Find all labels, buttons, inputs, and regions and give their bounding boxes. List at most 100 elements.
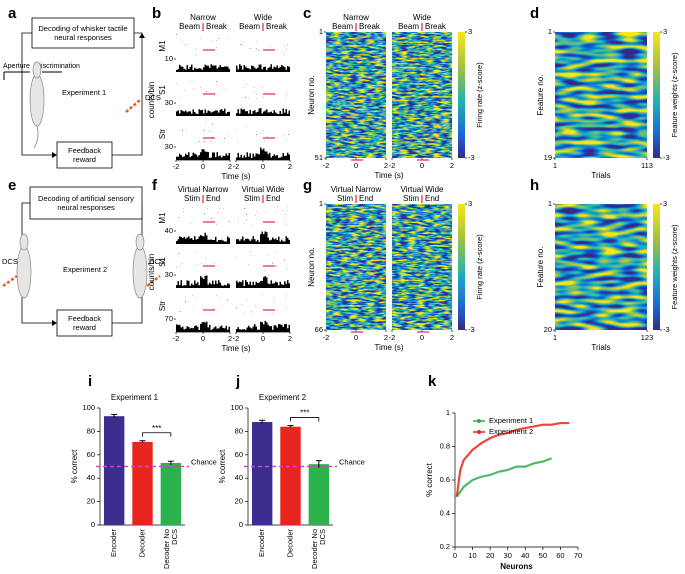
rat-head: [19, 233, 29, 251]
raster: [236, 206, 290, 227]
dcs-electrode: [125, 99, 141, 113]
y-axis-label: Feature no.: [536, 247, 545, 288]
column-event: End: [425, 194, 439, 203]
dcs-electrode: [2, 274, 18, 288]
diagram-a: a Decoding of whisker tactile neural res…: [3, 5, 161, 169]
colorbar-label: Feature weights (z-score): [670, 52, 679, 138]
y-axis-label: Feature no.: [536, 75, 545, 116]
significance-label: ***: [300, 409, 309, 418]
raster: [176, 250, 230, 271]
x-tick-label: 70: [574, 551, 582, 560]
decoder-text: Decoding of artificial sensory neural re…: [38, 194, 134, 212]
y-tick-label: 80: [235, 426, 243, 435]
x-tick-label: 0: [354, 333, 358, 342]
y-axis-label: % correct: [70, 449, 79, 484]
legend-label: Experiment 1: [489, 416, 533, 425]
x-tick-label: 0: [261, 162, 265, 171]
histogram: [236, 108, 290, 116]
rat-tail: [33, 125, 39, 149]
y-axis-label: Neuron no.: [307, 247, 316, 287]
category-label: Decoder No DCS: [309, 529, 327, 570]
y-tick-label: 66: [315, 325, 323, 334]
rat-body: [132, 245, 148, 299]
column-event: Break: [206, 22, 228, 31]
reference-label: Chance: [339, 457, 365, 466]
x-tick-label: 2: [228, 334, 232, 343]
raster: [236, 122, 290, 143]
column-title: Virtual Wide: [401, 185, 445, 194]
category-label: Decoder: [285, 529, 295, 558]
y-tick-label: 40: [235, 473, 243, 482]
histogram: [236, 64, 290, 72]
region-label: M1: [158, 40, 167, 52]
x-tick-label: 0: [420, 333, 424, 342]
diagram-e: e Decoding of artificial sensory neural …: [2, 177, 165, 337]
histogram: [236, 231, 290, 244]
x-tick-label: 0: [354, 161, 358, 170]
decoder-text-box: Decoding of artificial sensory neural re…: [38, 194, 134, 212]
x-tick-label: 0: [201, 334, 205, 343]
feedback-text-box: Feedback reward: [68, 314, 101, 332]
x-axis-label: Trials: [591, 171, 610, 180]
column-event: Break: [266, 22, 288, 31]
loop: [21, 202, 143, 324]
rat-body: [16, 245, 32, 299]
heatmap: [326, 32, 386, 158]
y-tick-label: 1: [319, 27, 323, 36]
x-tick-label: 1: [553, 161, 557, 170]
y-tick-label: 19: [544, 153, 552, 162]
column-event: Break: [425, 22, 447, 31]
x-tick-label: 2: [384, 333, 388, 342]
significance-label: ***: [152, 424, 161, 433]
y-tick-label: 20: [87, 497, 95, 506]
x-tick-label: 0: [453, 551, 457, 560]
category-label: Encoder: [256, 529, 266, 557]
raster: [236, 34, 290, 55]
y-tick-label: 51: [315, 153, 323, 162]
raster: [236, 78, 290, 99]
dcs-label: DCS: [145, 93, 161, 102]
column-title: Virtual Narrow: [331, 185, 382, 194]
heatmap: [555, 204, 647, 330]
panel-label: c: [303, 5, 311, 22]
histogram: [236, 276, 290, 288]
colorbar-tick-label: 3: [663, 199, 667, 208]
colorbar-label: Feature weights (z-score): [670, 224, 679, 310]
series-line: [455, 457, 553, 498]
x-tick-label: 30: [504, 551, 512, 560]
x-axis-label: Time (s): [374, 171, 403, 180]
histogram: [176, 275, 230, 288]
feedback-box: [56, 141, 113, 169]
x-tick-label: 1: [553, 333, 557, 342]
panel-label: h: [530, 177, 539, 194]
dcs-label: DCS: [2, 257, 18, 266]
histogram: [176, 232, 230, 244]
raster: [236, 250, 290, 271]
category-label-box: Encoder: [256, 529, 266, 557]
colorbar-tick-label: -3: [663, 325, 670, 334]
x-tick-label: 2: [288, 162, 292, 171]
x-axis-label: Trials: [591, 343, 610, 352]
chart-title: Experiment 1: [111, 393, 159, 402]
raster: [236, 294, 290, 315]
aperture-wall: [3, 71, 62, 80]
category-label: Encoder: [108, 529, 118, 557]
colorbar: [653, 32, 660, 158]
significance-bracket: [142, 432, 172, 437]
column-event: End: [359, 194, 373, 203]
x-tick-label: 60: [556, 551, 564, 560]
y-tick-label: 0: [239, 520, 243, 529]
column-event: Stim: [337, 194, 353, 203]
raster: [176, 78, 230, 99]
x-tick-label: 0: [201, 162, 205, 171]
column-event: Beam: [332, 22, 353, 31]
x-axis-label: Time (s): [374, 343, 403, 352]
category-label-box: Decoder: [285, 529, 295, 558]
panel-label: k: [428, 373, 437, 390]
column-event: Beam: [239, 22, 260, 31]
x-tick-label: 10: [468, 551, 476, 560]
panel-label: d: [530, 5, 539, 22]
raster: [176, 294, 230, 315]
region-label: S1: [158, 85, 167, 95]
colorbar-label: Firing rate (z-score): [475, 234, 484, 300]
